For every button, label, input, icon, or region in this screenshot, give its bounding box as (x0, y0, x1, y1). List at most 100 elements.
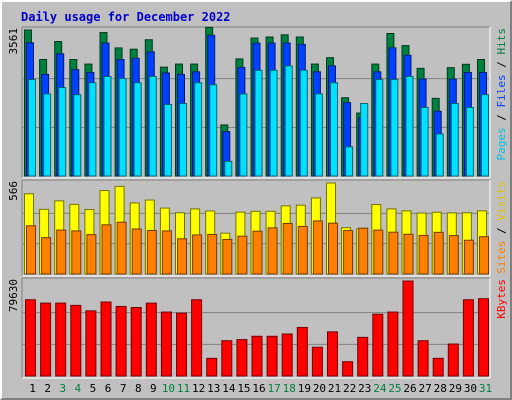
bar-pages-day-4 (73, 94, 82, 177)
bar-pages-day-3 (58, 87, 67, 177)
bar-sites-day-15 (237, 235, 248, 275)
bar-sites-day-9 (146, 229, 157, 275)
bar-kbytes-day-31 (478, 298, 489, 377)
panel-2-legend: Sites / Visits (495, 181, 508, 274)
bar-kbytes-day-5 (85, 310, 97, 377)
x-tick-label-day-22: 22 (343, 382, 356, 395)
x-tick-label-day-16: 16 (252, 382, 265, 395)
bar-sites-day-17 (267, 227, 278, 275)
x-tick-label-day-12: 12 (192, 382, 205, 395)
bar-pages-day-8 (133, 82, 142, 177)
panel-2-y-tick-label: 566 (7, 181, 20, 201)
bar-pages-day-24 (375, 79, 384, 177)
legend-visits: Visits (495, 181, 508, 221)
bar-sites-day-19 (297, 225, 308, 275)
bar-sites-day-13 (207, 233, 218, 275)
x-tick-label-day-13: 13 (207, 382, 220, 395)
bar-kbytes-day-9 (145, 302, 157, 377)
bar-kbytes-day-1 (25, 299, 36, 377)
bar-pages-day-18 (284, 65, 293, 177)
bar-pages-day-6 (103, 75, 112, 177)
bar-pages-day-22 (345, 146, 354, 177)
bar-sites-day-5 (86, 234, 97, 275)
bar-pages-day-26 (405, 75, 414, 177)
chart-title: Daily usage for December 2022 (21, 10, 231, 24)
bar-kbytes-day-17 (266, 335, 278, 377)
x-tick-label-day-18: 18 (283, 382, 296, 395)
bar-kbytes-day-18 (281, 333, 293, 377)
bar-pages-day-7 (118, 78, 127, 177)
bar-kbytes-day-2 (40, 302, 52, 377)
panel-1-y-tick-label: 3561 (7, 28, 20, 55)
legend-separator: / (495, 108, 508, 128)
bar-pages-day-27 (420, 106, 429, 177)
bar-pages-day-13 (209, 84, 218, 177)
bar-sites-day-2 (41, 237, 52, 275)
x-tick-label-day-17: 17 (268, 382, 281, 395)
bar-pages-day-31 (481, 94, 489, 177)
bar-sites-day-11 (177, 238, 187, 275)
bar-kbytes-day-22 (342, 361, 354, 377)
bar-pages-day-20 (314, 93, 323, 177)
bar-sites-day-20 (312, 220, 323, 275)
x-tick-label-day-20: 20 (313, 382, 326, 395)
bar-sites-day-28 (433, 231, 444, 275)
bar-pages-day-1 (28, 79, 36, 177)
bar-kbytes-day-14 (221, 340, 233, 377)
bar-pages-day-25 (390, 79, 399, 177)
bar-kbytes-day-20 (311, 346, 323, 377)
legend-files: Files (495, 74, 508, 107)
bar-kbytes-day-16 (251, 335, 263, 377)
panel-3-y-tick-label: 79630 (7, 279, 20, 312)
bar-pages-day-12 (194, 82, 203, 177)
bar-pages-day-9 (148, 75, 157, 177)
x-tick-label-day-26: 26 (403, 382, 416, 395)
x-tick-label-day-28: 28 (434, 382, 447, 395)
x-tick-label-day-25: 25 (388, 382, 401, 395)
bar-sites-day-8 (131, 228, 142, 275)
bar-sites-day-4 (71, 230, 82, 275)
legend-sites: Sites (495, 241, 508, 274)
bar-pages-day-21 (330, 82, 338, 177)
bar-sites-day-18 (282, 223, 293, 275)
bar-sites-day-22 (343, 230, 354, 275)
x-tick-label-day-14: 14 (222, 382, 236, 395)
bar-sites-day-30 (463, 239, 474, 275)
bar-kbytes-day-4 (70, 304, 82, 377)
bar-kbytes-day-7 (115, 305, 127, 377)
bar-sites-day-25 (388, 231, 399, 275)
bar-pages-day-23 (360, 103, 369, 177)
legend-kbytes: KBytes (495, 279, 508, 319)
x-tick-label-day-29: 29 (449, 382, 462, 395)
bar-sites-day-10 (161, 230, 172, 275)
bar-sites-day-26 (403, 233, 414, 275)
x-tick-label-day-11: 11 (177, 382, 190, 395)
bar-sites-day-16 (252, 230, 263, 275)
bar-kbytes-day-8 (130, 307, 142, 377)
bar-pages-day-16 (254, 69, 263, 177)
bar-kbytes-day-12 (191, 299, 203, 377)
x-tick-label-day-2: 2 (44, 382, 51, 395)
bar-kbytes-day-21 (327, 331, 338, 377)
bar-pages-day-28 (435, 133, 444, 177)
legend-separator: / (495, 55, 508, 75)
bar-sites-day-1 (26, 225, 36, 275)
bar-pages-day-30 (465, 106, 474, 177)
x-tick-label-day-3: 3 (59, 382, 66, 395)
x-tick-label-day-6: 6 (105, 382, 112, 395)
bar-sites-day-6 (101, 224, 112, 275)
bar-kbytes-day-26 (402, 280, 414, 377)
panel-3-legend: KBytes (495, 279, 508, 319)
bar-pages-day-5 (88, 82, 97, 177)
x-tick-label-day-10: 10 (162, 382, 175, 395)
bar-sites-day-12 (192, 234, 203, 275)
bar-kbytes-day-23 (357, 336, 369, 377)
bar-pages-day-14 (224, 160, 233, 177)
bar-kbytes-day-19 (296, 326, 308, 377)
bar-sites-day-31 (479, 236, 489, 275)
x-tick-label-day-21: 21 (328, 382, 341, 395)
x-tick-label-day-9: 9 (150, 382, 157, 395)
bar-pages-day-2 (43, 93, 52, 177)
x-tick-label-day-31: 31 (479, 382, 492, 395)
bar-kbytes-day-28 (432, 357, 444, 377)
